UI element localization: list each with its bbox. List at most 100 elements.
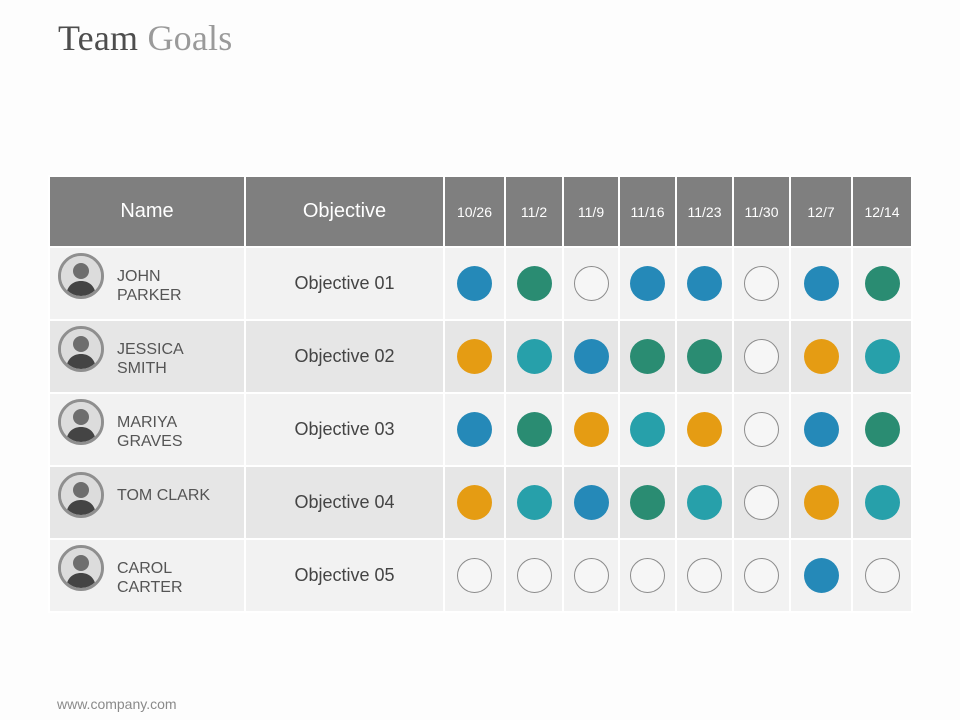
- status-dot-empty: [744, 412, 779, 447]
- status-cell: [443, 465, 506, 540]
- status-cell: [504, 246, 564, 321]
- status-cell: [732, 465, 791, 540]
- status-dot-empty: [457, 558, 492, 593]
- status-cell: [443, 246, 506, 321]
- header-name: Name: [48, 175, 246, 248]
- person-name-line-1: TOM CLARK: [117, 487, 211, 504]
- header-date: 11/9: [562, 175, 620, 248]
- person-name-line-2: CARTER: [117, 579, 183, 596]
- status-cell: [675, 319, 734, 394]
- status-cell: [675, 465, 734, 540]
- title-part-1: Team: [58, 18, 139, 58]
- table-header-row: Name Objective 10/26 11/2 11/9 11/16 11/…: [48, 175, 913, 248]
- person-name-line-1: JOHN: [117, 268, 161, 285]
- status-cell: [504, 465, 564, 540]
- status-dot-green: [687, 339, 722, 374]
- avatar: [58, 545, 104, 591]
- status-cell: [789, 538, 853, 613]
- status-dot-empty: [630, 558, 665, 593]
- avatar: [58, 326, 104, 372]
- status-cell: [851, 392, 913, 467]
- objective-cell: Objective 02: [244, 319, 445, 394]
- avatar: [58, 399, 104, 445]
- status-dot-green: [630, 485, 665, 520]
- status-dot-empty: [573, 266, 609, 301]
- status-cell: [562, 319, 620, 394]
- status-cell: [443, 538, 506, 613]
- person-name-line-1: JESSICA: [117, 341, 184, 358]
- person-name: TOM CLARK: [117, 486, 237, 505]
- status-dot-teal: [687, 485, 722, 520]
- status-cell: [618, 538, 677, 613]
- objective-cell: Objective 04: [244, 465, 445, 540]
- status-dot-orange: [457, 339, 492, 374]
- status-dot-teal: [864, 485, 900, 520]
- status-dot-teal: [864, 339, 900, 374]
- person-name-line-2: GRAVES: [117, 433, 183, 450]
- page-title: Team Goals: [58, 18, 232, 58]
- status-dot-teal: [516, 339, 552, 374]
- status-cell: [789, 465, 853, 540]
- objective-cell: Objective 03: [244, 392, 445, 467]
- person-name: JOHN PARKER: [117, 267, 237, 305]
- name-cell: JESSICA SMITH: [48, 319, 246, 394]
- status-dot-orange: [457, 485, 492, 520]
- objective-cell: Objective 05: [244, 538, 445, 613]
- person-name-line-2: PARKER: [117, 287, 182, 304]
- status-dot-orange: [573, 412, 609, 447]
- status-cell: [562, 465, 620, 540]
- header-date: 12/14: [851, 175, 913, 248]
- status-dot-empty: [516, 558, 552, 593]
- status-dot-blue: [630, 266, 665, 301]
- title-part-2: Goals: [147, 18, 233, 58]
- status-cell: [851, 319, 913, 394]
- status-cell: [732, 319, 791, 394]
- status-dot-empty: [687, 558, 722, 593]
- person-name: MARIYA GRAVES: [117, 413, 237, 451]
- status-dot-blue: [803, 412, 839, 447]
- status-dot-green: [630, 339, 665, 374]
- status-dot-blue: [573, 485, 609, 520]
- status-dot-empty: [744, 558, 779, 593]
- header-date: 11/23: [675, 175, 734, 248]
- person-name: JESSICA SMITH: [117, 340, 237, 378]
- header-objective: Objective: [244, 175, 445, 248]
- status-dot-green: [516, 266, 552, 301]
- status-dot-orange: [803, 485, 839, 520]
- status-dot-blue: [573, 339, 609, 374]
- name-cell: TOM CLARK: [48, 465, 246, 540]
- avatar: [58, 472, 104, 518]
- status-dot-blue: [457, 412, 492, 447]
- status-cell: [504, 538, 564, 613]
- status-dot-teal: [630, 412, 665, 447]
- status-cell: [443, 319, 506, 394]
- status-cell: [618, 246, 677, 321]
- status-cell: [562, 392, 620, 467]
- status-dot-green: [516, 412, 552, 447]
- status-cell: [789, 392, 853, 467]
- status-dot-blue: [803, 558, 839, 593]
- table-row: JOHN PARKER Objective 01: [48, 246, 913, 321]
- status-dot-empty: [744, 485, 779, 520]
- header-date: 12/7: [789, 175, 853, 248]
- status-dot-orange: [687, 412, 722, 447]
- footer-url: www.company.com: [57, 696, 177, 712]
- status-cell: [504, 392, 564, 467]
- status-cell: [732, 246, 791, 321]
- status-cell: [789, 319, 853, 394]
- team-goals-table: Name Objective 10/26 11/2 11/9 11/16 11/…: [48, 175, 913, 613]
- avatar: [58, 253, 104, 299]
- objective-cell: Objective 01: [244, 246, 445, 321]
- table-row: TOM CLARK Objective 04: [48, 465, 913, 540]
- header-date: 11/2: [504, 175, 564, 248]
- status-dot-empty: [744, 266, 779, 301]
- status-dot-empty: [744, 339, 779, 374]
- person-name-line-2: SMITH: [117, 360, 167, 377]
- status-cell: [851, 246, 913, 321]
- status-dot-blue: [457, 266, 492, 301]
- name-cell: MARIYA GRAVES: [48, 392, 246, 467]
- status-cell: [851, 538, 913, 613]
- status-dot-empty: [573, 558, 609, 593]
- person-name-line-1: CAROL: [117, 560, 173, 577]
